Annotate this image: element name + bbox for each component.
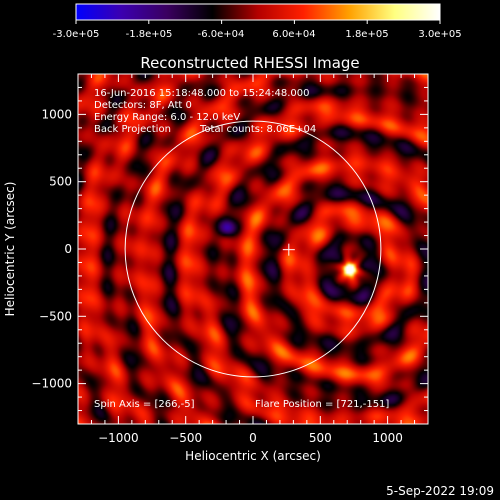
annotation-flare-position: Flare Position = [721,-151]: [255, 399, 390, 410]
colorbar-tick-label: -1.8e+05: [126, 29, 173, 40]
y-tick-label: 0: [64, 242, 72, 256]
annotation-detectors: Detectors: 8F, Att 0: [94, 100, 192, 111]
annotation-spin-axis: Spin Axis = [266,-5]: [94, 399, 195, 410]
x-tick-label: 0: [249, 431, 257, 445]
y-tick-label: 1000: [41, 107, 72, 121]
annotation-method: Back Projection: [94, 124, 171, 135]
colorbar-tick-label: 3.0e+05: [418, 29, 461, 40]
x-tick-label: −500: [169, 431, 202, 445]
colorbar-tick-label: 6.0e+04: [272, 29, 315, 40]
x-tick-label: 1000: [372, 431, 403, 445]
colorbar-tick-labels: -3.0e+05 -1.8e+05 -6.0e+04 6.0e+04 1.8e+…: [53, 29, 462, 40]
heatmap-image: [78, 74, 428, 424]
y-tick-label: −1000: [31, 377, 72, 391]
spin-axis-marker: [282, 243, 295, 256]
solar-limb-circle: [124, 120, 382, 378]
x-tick-label: −1000: [98, 431, 139, 445]
axis-ticks: [78, 74, 428, 424]
annotation-time-range: 16-Jun-2016 15:18:48.000 to 15:24:48.000: [94, 88, 310, 99]
colorbar-tick-label: -6.0e+04: [198, 29, 245, 40]
y-axis-label: Heliocentric Y (arcsec): [3, 182, 17, 317]
colorbar-ticks: [75, 20, 441, 24]
annotation-energy: Energy Range: 6.0 - 12.0 keV: [94, 112, 241, 123]
x-tick-label: 500: [309, 431, 332, 445]
x-tick-labels: −1000 −500 0 500 1000: [98, 431, 403, 445]
colorbar-tick-label: 1.8e+05: [345, 29, 388, 40]
y-tick-label: 500: [49, 175, 72, 189]
y-tick-labels: −1000 −500 0 500 1000: [31, 107, 72, 390]
x-axis-label: Heliocentric X (arcsec): [185, 449, 321, 463]
colorbar: [75, 3, 441, 21]
chart-title: Reconstructed RHESSI Image: [140, 54, 359, 72]
annotation-total-counts: Total counts: 8.06E+04: [200, 124, 317, 135]
y-tick-label: −500: [39, 309, 72, 323]
colorbar-tick-label: -3.0e+05: [53, 29, 100, 40]
footer-timestamp: 5-Sep-2022 19:09: [386, 484, 494, 498]
